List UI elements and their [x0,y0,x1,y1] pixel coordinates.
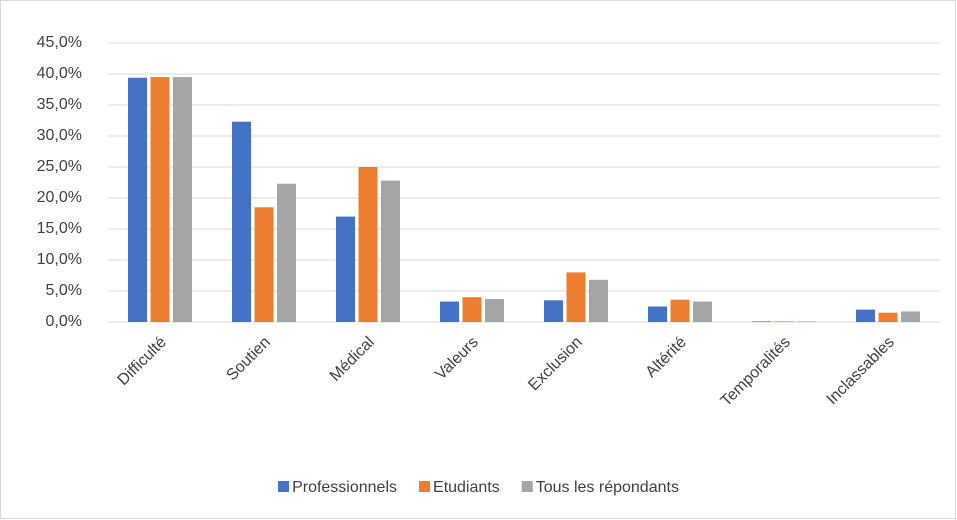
bar [462,297,482,322]
bar [173,77,192,322]
bar [856,309,875,322]
bar [774,321,794,322]
y-tick-label: 30,0% [37,127,82,144]
bar [544,300,563,322]
bar [878,312,898,322]
y-tick-label: 15,0% [37,220,82,237]
y-tick-label: 5,0% [46,282,82,299]
y-tick-label: 25,0% [37,158,82,175]
legend-label: Tous les répondants [536,479,679,496]
bar [254,207,274,322]
legend-label: Professionnels [292,479,397,496]
bar [693,301,712,322]
y-tick-label: 0,0% [46,313,82,330]
bar [589,279,608,322]
y-tick-label: 45,0% [37,34,82,51]
bar [150,77,170,322]
bar [566,272,586,322]
bar [901,311,920,322]
bar [485,299,504,322]
bar [752,321,771,322]
bar [381,180,400,322]
y-tick-label: 35,0% [37,96,82,113]
bar [336,216,355,322]
bar [648,306,667,322]
bar [797,321,816,322]
legend-swatch [278,481,290,492]
y-tick-label: 20,0% [37,189,82,206]
bar [440,301,459,322]
legend-label: Etudiants [433,479,500,496]
legend-swatch [419,481,431,492]
y-tick-label: 10,0% [37,251,82,268]
bar [128,77,147,322]
y-tick-label: 40,0% [37,65,82,82]
bar [232,121,251,323]
legend-swatch [521,481,533,492]
bar [277,183,296,322]
bar [358,167,378,322]
bar [670,299,690,322]
